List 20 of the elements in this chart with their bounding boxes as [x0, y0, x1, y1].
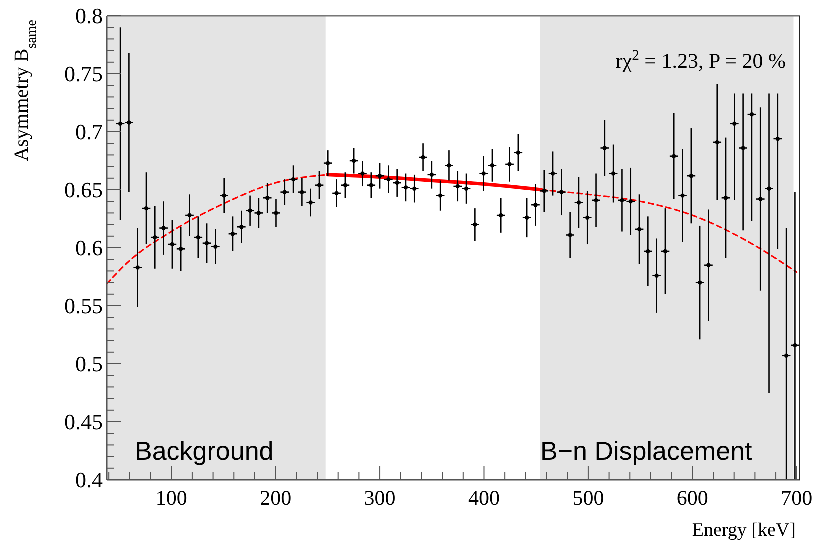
x-tick-label: 300 — [364, 486, 396, 510]
y-tick-label: 0.7 — [76, 120, 103, 144]
y-tick-label: 0.8 — [76, 4, 103, 28]
y-tick-label: 0.4 — [76, 468, 103, 492]
x-tick-label: 400 — [468, 486, 500, 510]
x-tick-label: 500 — [572, 486, 604, 510]
y-tick-label: 0.65 — [64, 178, 103, 202]
y-tick-label: 0.55 — [64, 294, 103, 318]
y-tick-label: 0.6 — [76, 236, 103, 260]
annotation: rχ$^{2}$ = 1.23, P = 20 % — [616, 48, 786, 73]
x-tick-label: 100 — [156, 486, 188, 510]
y-tick-label: 0.45 — [64, 410, 103, 434]
x-tick-label: 200 — [260, 486, 292, 510]
x-tick-label: 700 — [781, 486, 813, 510]
y-tick-label: 0.75 — [64, 62, 103, 86]
x-axis-title: Energy [keV] — [692, 520, 796, 541]
x-tick-label: 600 — [676, 486, 708, 510]
y-tick-label: 0.5 — [76, 352, 103, 376]
band-label: B−n Displacement — [540, 436, 754, 466]
band-label: Background — [135, 436, 274, 466]
